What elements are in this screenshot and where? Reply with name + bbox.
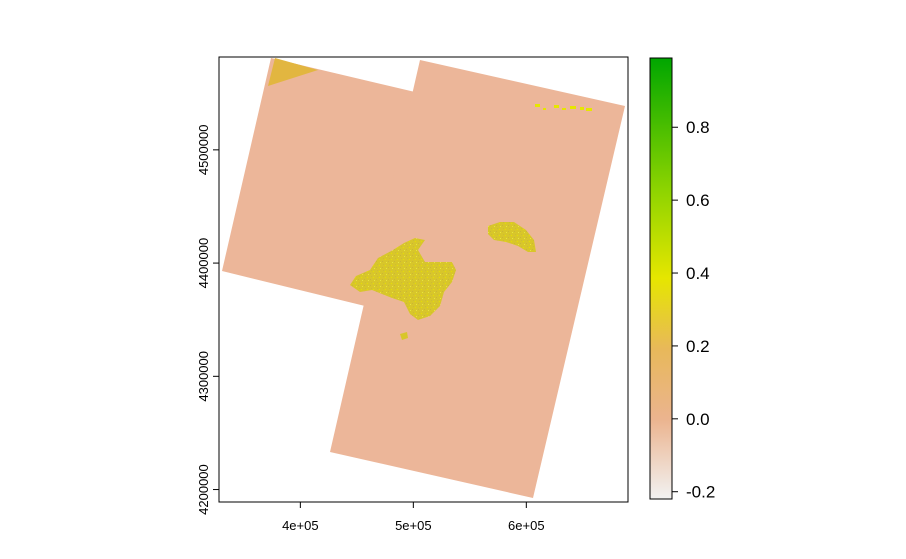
- scene-right: [330, 60, 625, 498]
- y-tick-label: 4200000: [196, 464, 211, 515]
- x-tick-label: 4e+05: [282, 518, 319, 533]
- coastal-specks: [535, 104, 592, 111]
- legend-colorbar: [649, 57, 673, 500]
- y-axis: 4200000 4300000 4400000 4500000: [196, 125, 219, 515]
- y-tick-label: 4400000: [196, 238, 211, 289]
- corner-patch: [268, 58, 318, 86]
- island-cabrera: [400, 332, 408, 340]
- legend-tick-label: 0.2: [686, 337, 710, 356]
- x-tick-label: 5e+05: [395, 518, 432, 533]
- legend-ticks: -0.2 0.0 0.2 0.4 0.6 0.8: [672, 118, 715, 502]
- x-axis: 4e+05 5e+05 6e+05: [282, 502, 545, 533]
- island-mallorca: [350, 238, 456, 320]
- legend-tick-label: 0.0: [686, 410, 710, 429]
- y-tick-label: 4300000: [196, 351, 211, 402]
- plot-frame: [218, 56, 629, 503]
- x-tick-label: 6e+05: [508, 518, 545, 533]
- island-menorca: [488, 222, 536, 252]
- legend-tick-label: -0.2: [686, 483, 715, 502]
- y-tick-label: 4500000: [196, 125, 211, 176]
- legend-tick-label: 0.4: [686, 264, 710, 283]
- legend-tick-label: 0.6: [686, 191, 710, 210]
- legend-tick-label: 0.8: [686, 118, 710, 137]
- scene-left: [222, 58, 415, 306]
